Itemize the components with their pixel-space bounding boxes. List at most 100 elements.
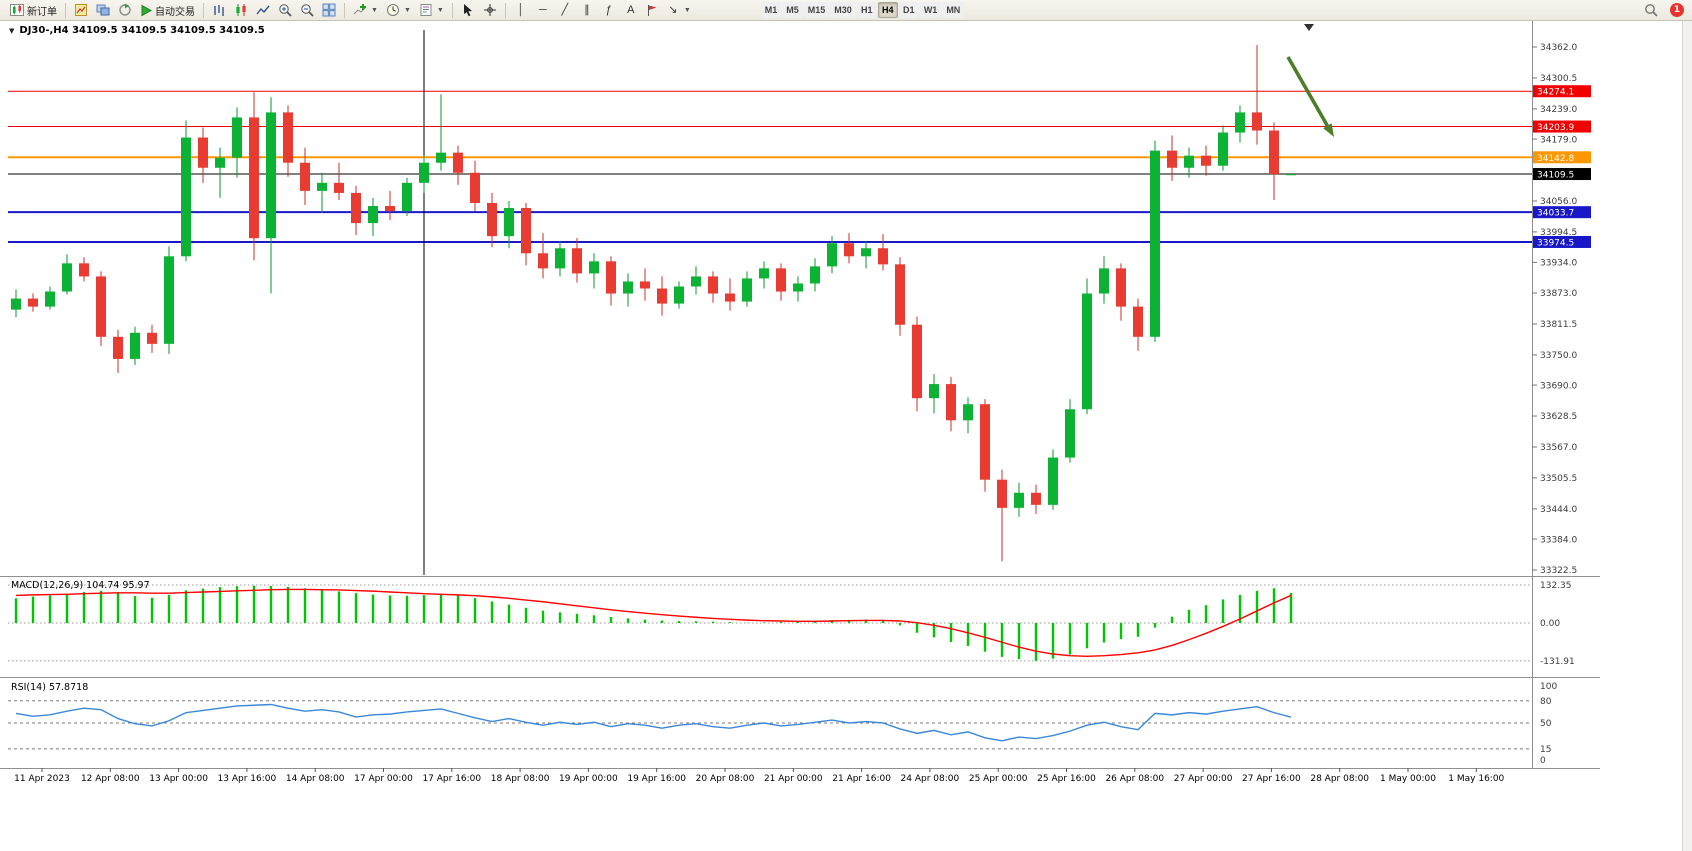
candlestick-chart-button[interactable]	[230, 1, 252, 19]
indicators-button[interactable]: ▼	[349, 1, 382, 19]
fibonacci-button[interactable]: ƒ	[598, 1, 620, 19]
search-button[interactable]	[1640, 1, 1662, 19]
bar-chart-button[interactable]	[208, 1, 230, 19]
line-chart-button[interactable]	[252, 1, 274, 19]
timeframe-d1[interactable]: D1	[898, 2, 919, 18]
vertical-line-button[interactable]: │	[510, 1, 532, 19]
clock-icon	[386, 4, 399, 16]
timeframe-mn[interactable]: MN	[942, 2, 965, 18]
price-tick-label: 33322.5	[1540, 566, 1577, 576]
candle-body	[895, 264, 905, 325]
price-tick-label: 33384.0	[1540, 535, 1577, 545]
toolbar-separator	[344, 2, 345, 18]
candle-body	[929, 384, 939, 399]
dropdown-caret: ▼	[403, 6, 411, 14]
new-order-button[interactable]: 新订单	[6, 1, 61, 19]
templates-button[interactable]: ▼	[415, 1, 448, 19]
text-label-button[interactable]	[642, 1, 662, 19]
candle-body	[215, 157, 225, 168]
price-level-badge-label: 34203.9	[1537, 123, 1574, 133]
candle-body	[1150, 150, 1160, 337]
rsi-axis-label: 50	[1540, 719, 1552, 729]
data-window-button[interactable]	[114, 1, 136, 19]
time-label: 19 Apr 16:00	[627, 774, 686, 784]
notification-badge[interactable]: 1	[1670, 3, 1684, 17]
auto-trading-button[interactable]: 自动交易	[136, 1, 199, 19]
chart-shift-marker[interactable]	[1304, 24, 1314, 31]
candle-body	[487, 202, 497, 237]
price-tick-label: 34239.0	[1540, 105, 1577, 115]
trend-arrow-head	[1323, 123, 1334, 137]
candle-body	[827, 243, 837, 267]
time-label: 17 Apr 16:00	[422, 774, 481, 784]
candle-body	[589, 261, 599, 274]
candle-body	[1269, 130, 1279, 175]
candle-body	[402, 182, 412, 212]
timeframe-m30[interactable]: M30	[830, 2, 856, 18]
periods-button[interactable]: ▼	[382, 1, 415, 19]
channel-button[interactable]: ∥	[576, 1, 598, 19]
timeframe-h1[interactable]: H1	[856, 2, 877, 18]
macd-axis-label: -131.91	[1540, 657, 1575, 667]
candle-body	[1184, 155, 1194, 168]
candle-body	[28, 298, 38, 307]
main-toolbar: 新订单 自动交易	[0, 0, 1692, 21]
timeframe-h4[interactable]: H4	[877, 2, 898, 18]
trendline-button[interactable]: ╱	[554, 1, 576, 19]
candle-body	[79, 263, 89, 277]
candle-body	[878, 248, 888, 265]
time-label: 25 Apr 00:00	[969, 774, 1028, 784]
horizontal-line-button[interactable]: ─	[532, 1, 554, 19]
price-level-badge	[1533, 168, 1591, 181]
time-label: 19 Apr 00:00	[559, 774, 618, 784]
crosshair-icon	[483, 4, 496, 16]
dropdown-caret: ▼	[436, 6, 444, 14]
text-icon: A	[627, 4, 635, 16]
trend-arrow-annotation[interactable]	[1286, 56, 1330, 127]
candle-body	[1218, 132, 1228, 166]
arrows-tool-button[interactable]: ↘ ▼	[662, 1, 695, 19]
text-button[interactable]: A	[620, 1, 642, 19]
dropdown-caret: ▼	[683, 6, 691, 14]
crosshair-button[interactable]	[479, 1, 501, 19]
zoom-in-button[interactable]	[274, 1, 296, 19]
timeframe-m5[interactable]: M5	[782, 2, 803, 18]
time-label: 1 May 00:00	[1380, 774, 1436, 784]
candle-body	[606, 261, 616, 294]
time-label: 24 Apr 08:00	[901, 774, 960, 784]
candle-body	[980, 404, 990, 480]
time-label: 12 Apr 08:00	[81, 774, 140, 784]
new-order-icon	[10, 4, 24, 16]
timeframe-w1[interactable]: W1	[919, 2, 942, 18]
play-icon	[141, 4, 152, 16]
candle-body	[759, 268, 769, 279]
price-level-badge	[1533, 85, 1591, 98]
candle-body	[232, 117, 242, 158]
price-tick-label: 33811.5	[1540, 320, 1577, 330]
zoom-out-button[interactable]	[296, 1, 318, 19]
cursor-button[interactable]	[457, 1, 479, 19]
profiles-button[interactable]	[92, 1, 114, 19]
timeframe-toolbar: M1 M5 M15 M30 H1 H4 D1 W1 MN	[760, 2, 965, 18]
timeframe-m15[interactable]: M15	[803, 2, 830, 18]
price-tick-label: 33505.5	[1540, 474, 1577, 484]
arrow-tool-icon: ↘	[668, 4, 678, 16]
vertical-scrollbar[interactable]	[1682, 21, 1692, 851]
candle-body	[793, 283, 803, 292]
candle-body	[1235, 112, 1245, 133]
timeframe-m1[interactable]: M1	[760, 2, 782, 18]
candle-body	[1116, 268, 1126, 307]
candle-body	[1048, 457, 1058, 505]
candle-body	[861, 248, 871, 257]
auto-trading-label: 自动交易	[155, 6, 195, 18]
candlestick-icon	[236, 4, 246, 16]
new-chart-button[interactable]	[70, 1, 92, 19]
toolbar-separator	[65, 2, 66, 18]
macd-axis-label: 0.00	[1540, 619, 1560, 629]
time-label: 17 Apr 00:00	[354, 774, 413, 784]
candle-body	[45, 291, 55, 307]
tile-windows-button[interactable]	[318, 1, 340, 19]
fibonacci-icon: ƒ	[605, 4, 612, 16]
